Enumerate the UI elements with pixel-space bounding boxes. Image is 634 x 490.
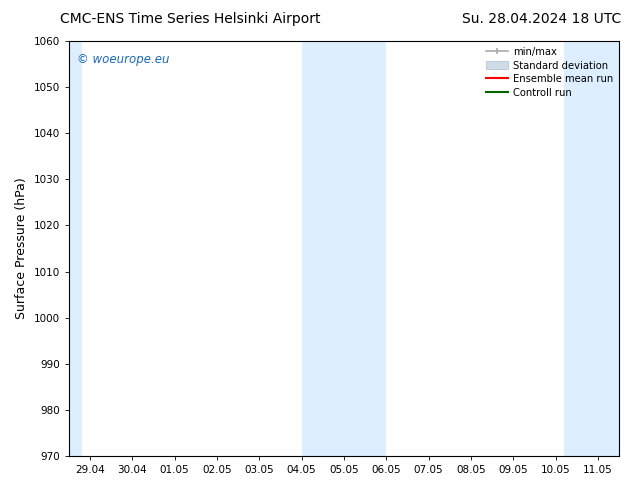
Text: © woeurope.eu: © woeurope.eu (77, 53, 169, 67)
Y-axis label: Surface Pressure (hPa): Surface Pressure (hPa) (15, 178, 28, 319)
Text: CMC-ENS Time Series Helsinki Airport: CMC-ENS Time Series Helsinki Airport (60, 12, 321, 26)
Bar (564, 41, 628, 456)
Bar (302, 41, 386, 456)
Legend: min/max, Standard deviation, Ensemble mean run, Controll run: min/max, Standard deviation, Ensemble me… (482, 43, 617, 101)
Bar (69, 41, 82, 456)
Text: Su. 28.04.2024 18 UTC: Su. 28.04.2024 18 UTC (462, 12, 621, 26)
